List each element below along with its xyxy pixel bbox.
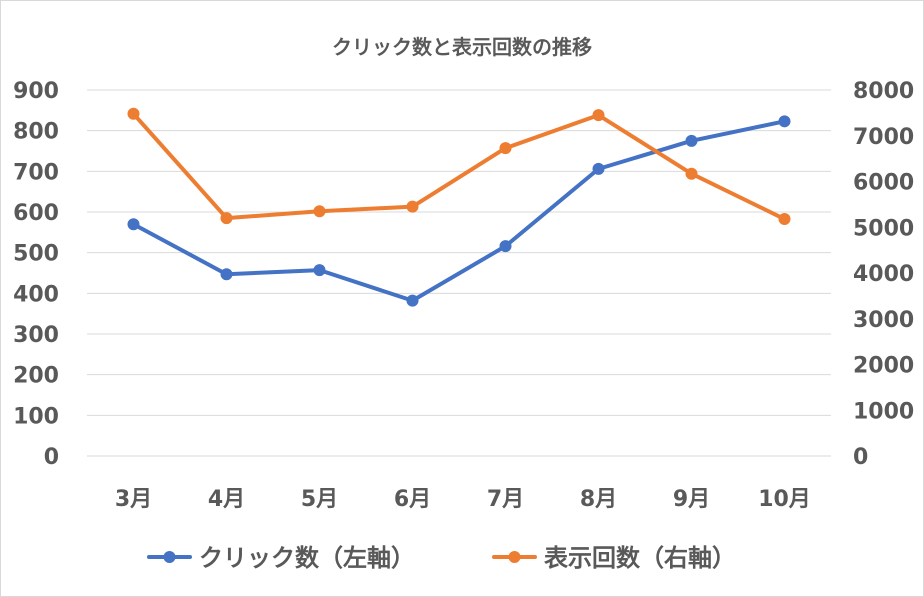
- y-left-tick-label: 300: [13, 323, 59, 348]
- data-point[interactable]: [778, 115, 791, 128]
- y-right-tick-label: 0: [853, 445, 868, 470]
- legend-item-impressions[interactable]: 表示回数（右軸）: [492, 544, 736, 572]
- y-right-tick-label: 2000: [853, 354, 914, 379]
- y-left-tick-label: 100: [13, 404, 59, 429]
- y-right-tick-label: 7000: [853, 125, 914, 150]
- data-point[interactable]: [778, 213, 791, 226]
- gridlines: [87, 89, 831, 457]
- y-left-tick-label: 0: [44, 445, 59, 470]
- data-point[interactable]: [406, 294, 419, 307]
- x-tick-label: 5月: [301, 487, 338, 512]
- x-axis: 3月 4月 5月 6月 7月 8月 9月 10月: [115, 487, 811, 512]
- legend-label-clicks: クリック数（左軸）: [199, 544, 415, 572]
- y-right-tick-label: 4000: [853, 262, 914, 287]
- y-left-tick-label: 900: [13, 79, 59, 104]
- data-point[interactable]: [127, 107, 140, 120]
- data-point[interactable]: [685, 134, 698, 147]
- y-left-tick-label: 400: [13, 282, 59, 307]
- y-right-tick-label: 3000: [853, 308, 914, 333]
- data-point[interactable]: [499, 240, 512, 253]
- data-point[interactable]: [592, 162, 605, 175]
- series-impressions: [127, 107, 791, 226]
- legend-marker-impressions: [508, 551, 521, 563]
- y-right-tick-label: 6000: [853, 171, 914, 196]
- y-left-tick-label: 800: [13, 120, 59, 145]
- x-tick-label: 6月: [394, 487, 431, 512]
- y-right-tick-label: 5000: [853, 216, 914, 241]
- y-left-tick-label: 200: [13, 364, 59, 389]
- data-point[interactable]: [499, 142, 512, 155]
- legend-marker-clicks: [163, 551, 176, 563]
- y-right-tick-label: 8000: [853, 79, 914, 104]
- y-left-tick-label: 500: [13, 242, 59, 267]
- x-tick-label: 4月: [208, 487, 245, 512]
- legend-label-impressions: 表示回数（右軸）: [544, 544, 736, 572]
- series-line: [131, 111, 787, 222]
- x-tick-label: 3月: [115, 487, 152, 512]
- right-axis: 0 1000 2000 3000 4000 5000 6000 7000 8000: [853, 79, 914, 470]
- series-line: [131, 119, 787, 303]
- x-tick-label: 9月: [673, 487, 710, 512]
- x-tick-label: 7月: [487, 487, 524, 512]
- series-layer: [127, 107, 791, 307]
- data-point[interactable]: [685, 167, 698, 180]
- data-point[interactable]: [313, 264, 326, 277]
- legend-item-clicks[interactable]: クリック数（左軸）: [147, 544, 415, 572]
- y-left-tick-label: 600: [13, 201, 59, 226]
- chart-title: クリック数と表示回数の推移: [332, 35, 592, 59]
- y-left-tick-label: 700: [13, 160, 59, 185]
- data-point[interactable]: [127, 218, 140, 231]
- data-point[interactable]: [220, 212, 233, 225]
- data-point[interactable]: [313, 205, 326, 218]
- y-right-tick-label: 1000: [853, 399, 914, 424]
- left-axis: 0 100 200 300 400 500 600 700 800 900: [13, 79, 59, 470]
- data-point[interactable]: [406, 200, 419, 213]
- data-point[interactable]: [592, 109, 605, 122]
- data-point[interactable]: [220, 268, 233, 281]
- legend: クリック数（左軸） 表示回数（右軸）: [147, 544, 736, 572]
- x-tick-label: 8月: [580, 487, 617, 512]
- series-clicks: [127, 115, 791, 307]
- x-tick-label: 10月: [758, 487, 811, 512]
